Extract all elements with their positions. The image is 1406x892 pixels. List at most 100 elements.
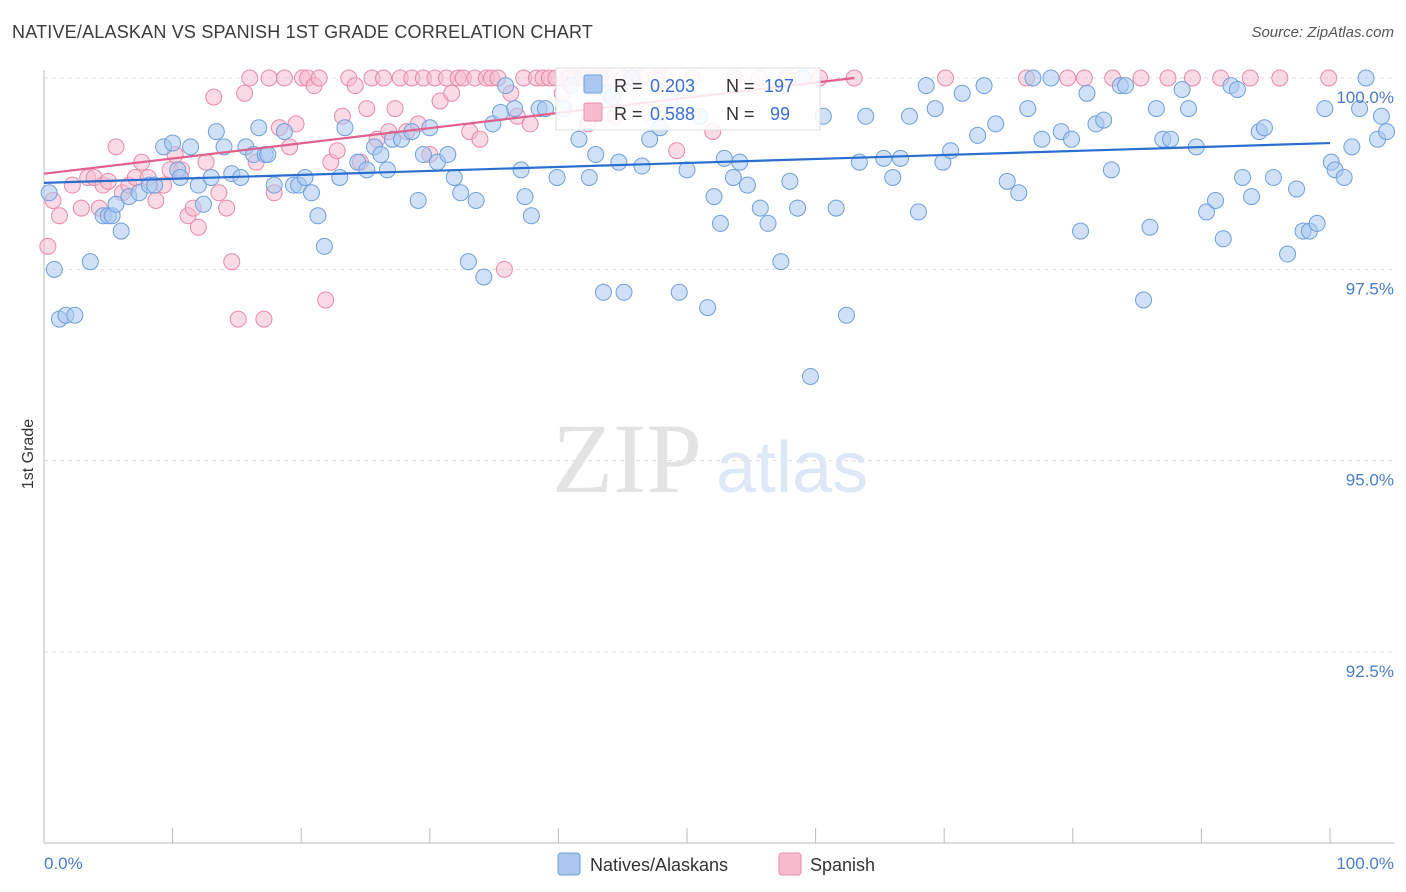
spanish-point [63, 176, 81, 194]
natives-point [372, 146, 390, 164]
spanish-point [1075, 69, 1093, 87]
series-legend-swatch-natives [557, 852, 581, 876]
spanish-point [218, 199, 236, 217]
natives-point [1141, 218, 1159, 236]
natives-point [445, 168, 463, 186]
natives-point [1234, 168, 1252, 186]
natives-point [724, 168, 742, 186]
spanish-point [210, 184, 228, 202]
legend-n-value-spanish: 99 [770, 104, 790, 124]
spanish-point [358, 100, 376, 118]
legend-n-value-natives: 197 [764, 76, 794, 96]
natives-point [1351, 100, 1369, 118]
natives-point [580, 168, 598, 186]
natives-point [1316, 100, 1334, 118]
natives-point [516, 188, 534, 206]
natives-point [909, 203, 927, 221]
natives-point [772, 253, 790, 271]
natives-point [641, 130, 659, 148]
natives-point [1173, 80, 1191, 98]
y-tick-label: 100.0% [1336, 88, 1394, 107]
natives-point [1024, 69, 1042, 87]
legend-n-label-natives: N = [726, 76, 755, 96]
natives-point [275, 123, 293, 141]
natives-point [506, 100, 524, 118]
spanish-point [1159, 69, 1177, 87]
spanish-point [310, 69, 328, 87]
natives-point [194, 195, 212, 213]
natives-point [1162, 130, 1180, 148]
natives-point [1180, 100, 1198, 118]
natives-point [309, 207, 327, 225]
y-tick-label: 92.5% [1346, 662, 1394, 681]
trend-line-natives [43, 141, 1331, 184]
natives-point [182, 138, 200, 156]
natives-point [45, 260, 63, 278]
spanish-point [281, 138, 299, 156]
natives-point [827, 199, 845, 217]
natives-point [1095, 111, 1113, 129]
natives-point [751, 199, 769, 217]
natives-point [1117, 77, 1135, 95]
natives-point [522, 207, 540, 225]
natives-point [537, 100, 555, 118]
spanish-point [72, 199, 90, 217]
natives-point [40, 184, 58, 202]
natives-point [497, 77, 515, 95]
spanish-point [375, 69, 393, 87]
natives-point [891, 149, 909, 167]
natives-point [250, 119, 268, 137]
spanish-point [50, 207, 68, 225]
legend-r-value-spanish: 0.588 [650, 104, 695, 124]
natives-point [1033, 130, 1051, 148]
natives-point [414, 146, 432, 164]
series-legend-swatch-spanish [778, 852, 802, 876]
natives-point [1279, 245, 1297, 263]
natives-point [801, 367, 819, 385]
spanish-point [328, 142, 346, 160]
natives-point [1207, 191, 1225, 209]
natives-point [594, 283, 612, 301]
spanish-point [1320, 69, 1338, 87]
natives-point [302, 184, 320, 202]
natives-point [1214, 230, 1232, 248]
natives-point [781, 172, 799, 190]
natives-point [409, 191, 427, 209]
spanish-point [346, 77, 364, 95]
natives-point [1343, 138, 1361, 156]
natives-point [1102, 161, 1120, 179]
x-tick-label-min: 0.0% [44, 854, 83, 873]
legend-swatch-natives [583, 74, 603, 94]
natives-point [900, 107, 918, 125]
natives-point [1264, 168, 1282, 186]
spanish-point [1183, 69, 1201, 87]
spanish-point [1059, 69, 1077, 87]
spanish-point [147, 191, 165, 209]
natives-point [969, 126, 987, 144]
watermark-atlas: atlas [716, 428, 868, 508]
natives-point [1243, 188, 1261, 206]
natives-point [1019, 100, 1037, 118]
natives-point [610, 153, 628, 171]
spanish-point [1241, 69, 1259, 87]
natives-point [678, 161, 696, 179]
natives-point [1255, 119, 1273, 137]
correlation-legend: R = 0.203 N = 197 R = 0.588 N = 99 [555, 67, 821, 131]
natives-point [146, 176, 164, 194]
natives-point [439, 146, 457, 164]
spanish-point [386, 100, 404, 118]
natives-point [296, 168, 314, 186]
natives-point [1078, 84, 1096, 102]
natives-point [987, 115, 1005, 133]
legend-r-value-natives: 0.203 [650, 76, 695, 96]
natives-point [1228, 80, 1246, 98]
watermark-zip: ZIP [552, 403, 702, 514]
spanish-point [189, 218, 207, 236]
spanish-point [443, 84, 461, 102]
natives-point [358, 161, 376, 179]
natives-point [670, 283, 688, 301]
natives-point [975, 77, 993, 95]
natives-point [857, 107, 875, 125]
natives-point [1042, 69, 1060, 87]
